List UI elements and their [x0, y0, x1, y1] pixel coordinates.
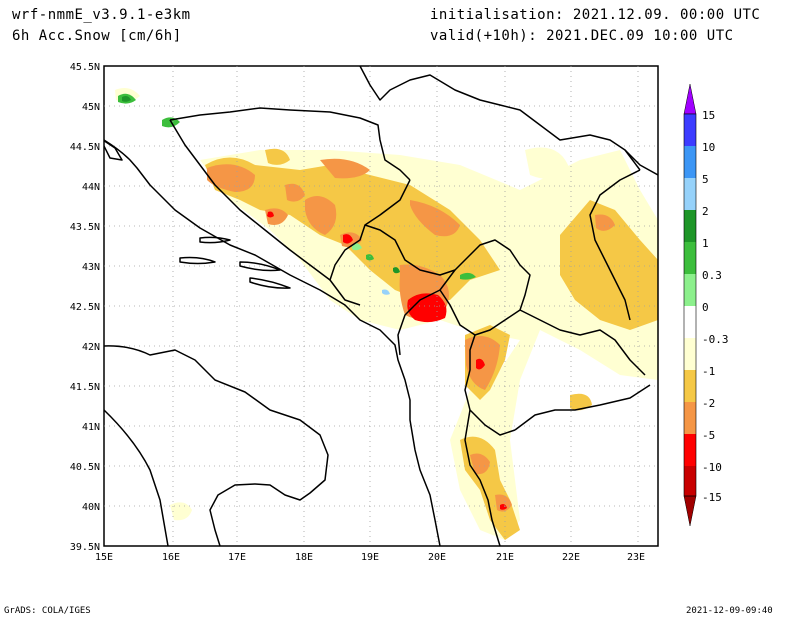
legend-label: -2: [702, 397, 715, 410]
lat-labels: 45.5N 45N 44.5N 44N 43.5N 43N 42.5N 42N …: [70, 62, 100, 553]
lat-label: 40.5N: [70, 462, 100, 473]
legend-labels: 15 10 5 2 1 0.3 0 -0.3 -1 -2 -5 -10 -15: [702, 109, 729, 504]
legend-arrow-top: [683, 83, 697, 115]
legend-arrow-bottom: [683, 495, 697, 527]
legend-swatch: [684, 274, 696, 306]
border-north: [359, 66, 641, 171]
border-kosovo: [439, 239, 531, 336]
init-time: initialisation: 2021.12.09. 00:00 UTC: [430, 7, 761, 23]
legend-swatch: [684, 434, 696, 466]
lon-label: 17E: [228, 552, 246, 563]
legend-swatch: [684, 242, 696, 274]
plot-timestamp: 2021-12-09-09:40: [686, 606, 773, 616]
lat-label: 45.5N: [70, 62, 100, 73]
lat-label: 40N: [82, 502, 100, 513]
valid-time: valid(+10h): 2021.DEC.09 10:00 UTC: [430, 28, 734, 44]
lon-label: 20E: [428, 552, 446, 563]
coastlines-borders: [104, 66, 658, 546]
legend-swatch: [684, 402, 696, 434]
legend-label: 0: [702, 301, 709, 314]
legend-swatch: [684, 370, 696, 402]
lon-label: 15E: [95, 552, 113, 563]
lat-label: 41N: [82, 422, 100, 433]
legend-label: 10: [702, 141, 715, 154]
grads-credit: GrADS: COLA/IGES: [4, 606, 91, 616]
lon-labels: 15E 16E 17E 18E 19E 20E 21E 22E 23E: [95, 552, 645, 563]
lat-label: 39.5N: [70, 542, 100, 553]
lat-label: 42.5N: [70, 302, 100, 313]
color-legend: [683, 83, 697, 527]
italy-coast-south: [104, 409, 169, 546]
lat-label: 43N: [82, 262, 100, 273]
lat-label: 43.5N: [70, 222, 100, 233]
italy-coast: [104, 345, 329, 546]
lon-label: 23E: [627, 552, 645, 563]
legend-label: 0.3: [702, 269, 722, 282]
legend-label: -5: [702, 429, 715, 442]
lon-label: 21E: [496, 552, 514, 563]
legend-swatch: [684, 114, 696, 146]
legend-label: 15: [702, 109, 715, 122]
legend-label: 2: [702, 205, 709, 218]
lat-label: 45N: [82, 102, 100, 113]
lat-label: 42N: [82, 342, 100, 353]
legend-swatch: [684, 210, 696, 242]
border-bih-hr: [169, 107, 411, 181]
legend-swatch: [684, 306, 696, 338]
lon-label: 19E: [361, 552, 379, 563]
legend-label: -0.3: [702, 333, 729, 346]
lon-label: 22E: [562, 552, 580, 563]
legend-label: 5: [702, 173, 709, 186]
legend-label: -10: [702, 461, 722, 474]
lat-label: 41.5N: [70, 382, 100, 393]
model-title: wrf-nmmE_v3.9.1-e3km: [12, 7, 191, 23]
field-title: 6h Acc.Snow [cm/6h]: [12, 28, 182, 44]
lon-label: 16E: [162, 552, 180, 563]
legend-swatch: [684, 178, 696, 210]
lon-label: 18E: [295, 552, 313, 563]
lat-label: 44N: [82, 182, 100, 193]
legend-swatch: [684, 338, 696, 370]
legend-swatch: [684, 146, 696, 178]
balkan-coast: [104, 139, 441, 546]
snow-shading: [115, 88, 658, 540]
lat-label: 44.5N: [70, 142, 100, 153]
legend-swatch: [684, 466, 696, 496]
legend-label: -15: [702, 491, 722, 504]
legend-label: 1: [702, 237, 709, 250]
lat-lon-grid: [104, 66, 658, 546]
legend-label: -1: [702, 365, 715, 378]
